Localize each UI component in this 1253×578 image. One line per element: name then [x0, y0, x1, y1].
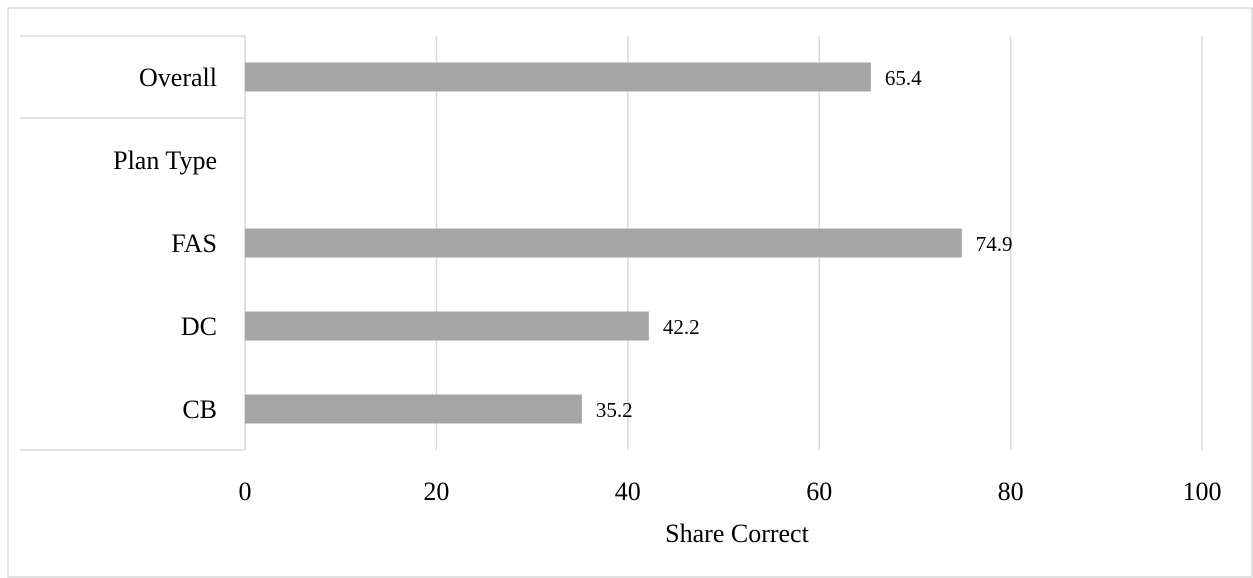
x-tick-labels: 0 20 40 60 80 100: [239, 477, 1222, 506]
bar-cb: [245, 394, 582, 424]
category-label-plan-type: Plan Type: [113, 146, 217, 175]
x-tick-label-60: 60: [806, 477, 832, 506]
x-tick-label-20: 20: [423, 477, 449, 506]
x-tick-label-80: 80: [998, 477, 1024, 506]
bar-overall: [245, 62, 871, 92]
chart-frame: [7, 7, 1253, 578]
x-axis-title: Share Correct: [665, 519, 809, 548]
category-label-cb: CB: [182, 395, 217, 424]
data-label-cb: 35.2: [596, 398, 633, 422]
data-label-dc: 42.2: [663, 315, 700, 339]
x-tick-label-0: 0: [239, 477, 252, 506]
bar-fas: [245, 228, 962, 258]
bar-dc: [245, 311, 649, 341]
x-tick-label-40: 40: [615, 477, 641, 506]
category-label-overall: Overall: [139, 63, 217, 92]
x-tick-label-100: 100: [1183, 477, 1222, 506]
category-label-table: Overall Plan Type FAS DC CB: [20, 35, 246, 451]
category-label-dc: DC: [181, 312, 217, 341]
category-label-fas: FAS: [171, 229, 217, 258]
bars: 65.4 74.9 42.2 35.2: [245, 62, 1013, 424]
data-label-fas: 74.9: [976, 232, 1013, 256]
data-label-overall: 65.4: [885, 66, 922, 90]
